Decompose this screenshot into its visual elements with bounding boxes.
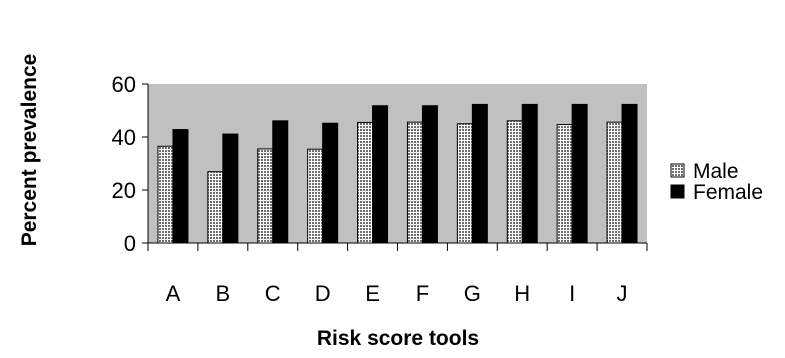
y-tick-label: 60 [112,72,136,97]
x-tick-label: F [416,281,429,306]
y-tick-label: 0 [124,231,136,256]
bar-female-H [521,103,538,244]
x-tick-label: G [464,281,481,306]
x-tick-label: J [617,281,628,306]
bar-male-J [606,121,623,244]
bar-female-B [222,133,239,244]
bar-female-F [421,105,438,244]
bar-female-I [571,103,588,244]
tick-labels: 0 20 40 60 A B C D E F G H I J [112,72,628,306]
bar-male-C [257,148,274,244]
bar-male-I [556,124,573,244]
x-tick-label: H [514,281,530,306]
legend-label-female: Female [693,181,763,204]
bars-layer [157,103,638,244]
legend-swatch-female [670,184,685,199]
legend-label-male: Male [693,160,739,183]
bar-female-A [172,129,189,244]
axes-layer [142,83,648,251]
bar-female-J [621,103,638,244]
x-tick-label: C [265,281,281,306]
bar-female-G [471,103,488,244]
bar-male-A [157,145,174,244]
x-tick-label: E [365,281,380,306]
bar-male-D [307,148,324,244]
y-tick-label: 40 [112,125,136,150]
x-tick-label: B [216,281,231,306]
y-axis-title: Percent prevalence [18,54,41,247]
bar-male-G [456,123,473,244]
bar-male-F [406,121,423,244]
legend: Male Female [670,160,763,204]
legend-swatch-male [670,163,685,178]
x-tick-label: D [315,281,331,306]
y-tick-label: 20 [112,178,136,203]
bar-female-C [272,120,289,244]
bar-female-E [372,105,389,244]
bar-male-E [357,121,374,244]
x-tick-label: I [569,281,575,306]
bar-female-D [322,122,339,244]
bar-male-B [207,171,224,244]
x-axis-title: Risk score tools [317,327,479,350]
x-tick-label: A [166,281,181,306]
bar-male-H [506,120,523,244]
